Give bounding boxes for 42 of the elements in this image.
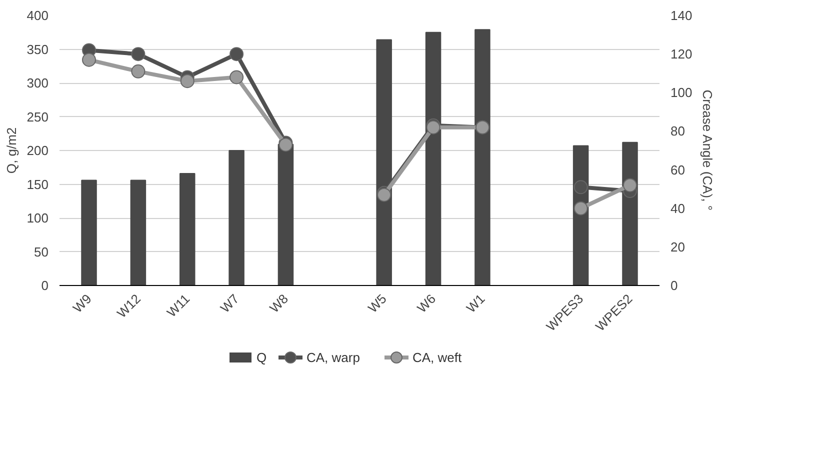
y-tick-label: 350 xyxy=(26,42,49,57)
point xyxy=(230,70,244,84)
point xyxy=(180,74,194,88)
x-tick-label: W9 xyxy=(70,291,94,316)
y-tick-label: 400 xyxy=(26,8,49,23)
bar xyxy=(130,180,146,286)
point xyxy=(131,64,146,78)
y-tick-label: 200 xyxy=(26,143,49,158)
x-tick-label: W1 xyxy=(463,291,488,316)
legend-label: Q xyxy=(256,350,267,365)
x-tick-label: W6 xyxy=(414,291,439,316)
y2-axis-title: Crease Angle (CA), ° xyxy=(700,90,716,211)
bar xyxy=(228,150,244,286)
point xyxy=(574,201,588,216)
point xyxy=(574,180,588,194)
y2-tick-label: 80 xyxy=(670,124,685,139)
y-axis-title: Q, g/m2 xyxy=(4,127,19,174)
y2-tick-label: 140 xyxy=(670,8,692,23)
point xyxy=(82,52,96,67)
point xyxy=(131,47,146,62)
y2-tick-label: 60 xyxy=(670,162,685,178)
y-tick-label: 250 xyxy=(26,109,49,124)
y-tick-label: 300 xyxy=(26,76,49,90)
y-tick-label: 50 xyxy=(34,244,49,260)
legend-label: CA, weft xyxy=(412,350,462,365)
x-tick-label: W7 xyxy=(217,291,242,316)
x-tick-label: W8 xyxy=(266,291,292,316)
point xyxy=(622,178,637,192)
bar xyxy=(81,180,97,286)
legend-label: CA, warp xyxy=(306,350,360,365)
y2-tick-label: 20 xyxy=(670,239,685,254)
x-tick-label: W11 xyxy=(164,291,193,320)
y-tick-label: 100 xyxy=(26,210,49,226)
x-tick-label: W5 xyxy=(364,291,390,316)
y-tick-label: 150 xyxy=(26,176,49,192)
bar xyxy=(179,172,196,286)
y2-tick-label: 100 xyxy=(670,85,692,100)
point xyxy=(230,47,244,62)
y2-tick-label: 120 xyxy=(670,46,692,62)
y-tick-label: 0 xyxy=(41,278,49,293)
y2-tick-label: 0 xyxy=(670,278,678,293)
y2-tick-label: 40 xyxy=(670,200,685,216)
